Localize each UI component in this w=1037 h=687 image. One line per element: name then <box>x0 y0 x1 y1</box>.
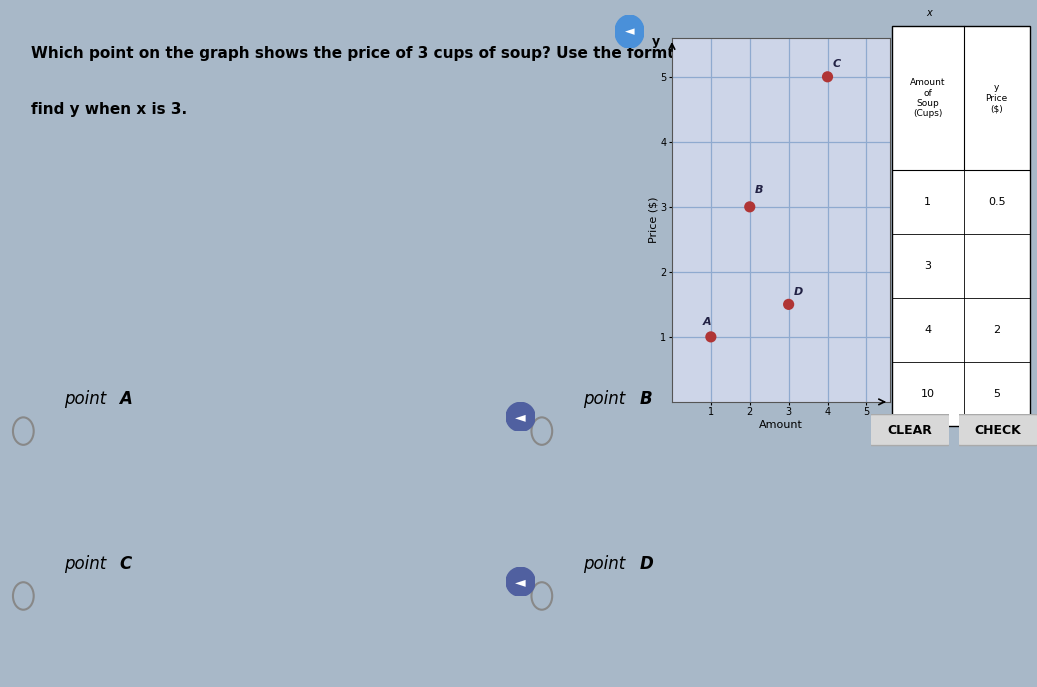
Text: 3: 3 <box>924 261 931 271</box>
Text: C: C <box>119 554 132 573</box>
Text: 10: 10 <box>921 389 934 399</box>
Text: 1: 1 <box>924 197 931 207</box>
Text: y
Price
($): y Price ($) <box>985 83 1008 113</box>
FancyBboxPatch shape <box>957 414 1037 446</box>
Text: 2: 2 <box>993 325 1001 335</box>
Text: y: y <box>651 34 660 47</box>
X-axis label: Amount: Amount <box>759 420 803 430</box>
Text: point: point <box>583 554 630 573</box>
Point <box>819 71 836 82</box>
Text: B: B <box>639 390 652 408</box>
Text: find y when x is 3.: find y when x is 3. <box>31 102 188 117</box>
Text: 5: 5 <box>993 389 1000 399</box>
Text: ◄: ◄ <box>515 410 526 424</box>
Ellipse shape <box>506 403 535 431</box>
Point <box>781 299 797 310</box>
Text: Amount
of
Soup
(Cups): Amount of Soup (Cups) <box>909 78 946 118</box>
Text: 4: 4 <box>924 325 931 335</box>
Text: ◄: ◄ <box>624 25 635 38</box>
Text: ◄: ◄ <box>515 575 526 589</box>
Point <box>741 201 758 212</box>
Text: D: D <box>793 286 803 297</box>
Ellipse shape <box>615 15 644 48</box>
FancyBboxPatch shape <box>892 26 1030 426</box>
Text: D: D <box>639 554 653 573</box>
Text: B: B <box>755 185 763 194</box>
Ellipse shape <box>506 567 535 596</box>
Y-axis label: Price ($): Price ($) <box>649 196 658 243</box>
Text: CLEAR: CLEAR <box>888 424 932 436</box>
Text: point: point <box>64 554 112 573</box>
Point <box>703 331 720 342</box>
Text: A: A <box>702 317 711 327</box>
FancyBboxPatch shape <box>869 414 951 446</box>
Text: x: x <box>926 8 932 18</box>
Text: Which point on the graph shows the price of 3 cups of soup? Use the formula y=x÷: Which point on the graph shows the price… <box>31 46 779 61</box>
Text: C: C <box>832 59 840 69</box>
Text: point: point <box>583 390 630 408</box>
Text: point: point <box>64 390 112 408</box>
Text: CHECK: CHECK <box>975 424 1021 436</box>
Text: 0.5: 0.5 <box>988 197 1006 207</box>
Text: A: A <box>119 390 132 408</box>
Text: x: x <box>881 423 890 436</box>
